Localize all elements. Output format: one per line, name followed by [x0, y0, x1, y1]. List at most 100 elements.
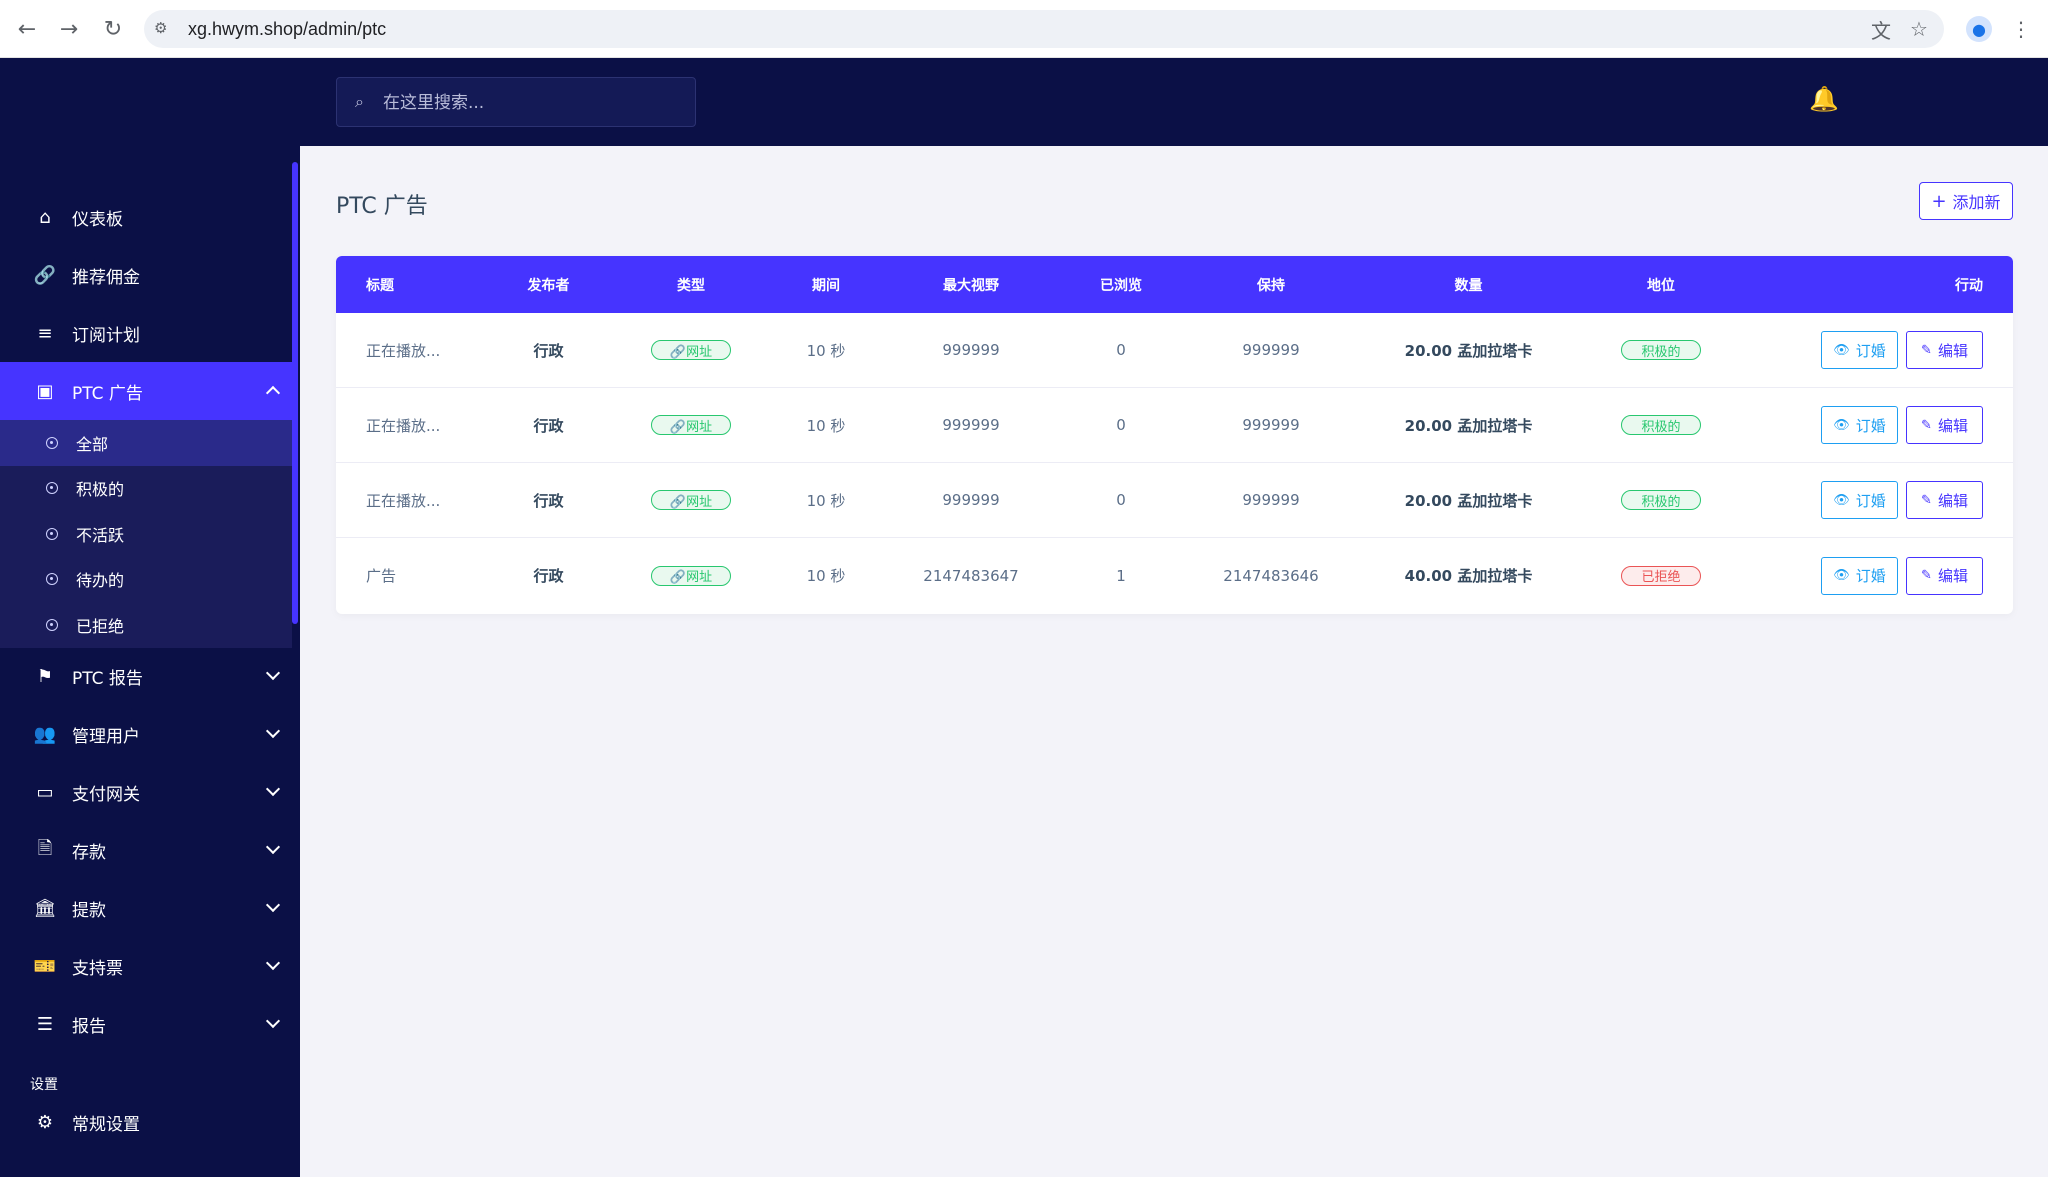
bell-icon[interactable]: 🔔: [1809, 85, 1839, 113]
sidebar-item-withdrawals[interactable]: 🏛 提款: [0, 880, 292, 938]
submenu-item-pending[interactable]: 待办的: [0, 557, 292, 603]
ad-max-views: 999999: [942, 416, 1000, 434]
sidebar-item-referral[interactable]: 🔗 推荐佣金: [0, 246, 292, 304]
sidebar-item-ptc-ads[interactable]: ▣ PTC 广告: [0, 362, 292, 420]
chevron-down-icon: [265, 1013, 281, 1028]
settings-icon: ⚙: [36, 1112, 54, 1133]
back-icon[interactable]: ←: [17, 16, 37, 42]
type-badge: 🔗网址: [651, 565, 731, 586]
ad-amount: 40.00 孟加拉塔卡: [1404, 567, 1533, 585]
profile-icon: ●: [1966, 16, 1992, 42]
view-button-label: 订婚: [1855, 491, 1886, 510]
search-input[interactable]: [383, 90, 683, 116]
site-info-icon[interactable]: ⚙: [154, 19, 168, 37]
view-button[interactable]: 👁 订婚: [1821, 481, 1898, 519]
browser-toolbar: ← → ↻ ⚙ xg.hwym.shop/admin/ptc 文 ☆ ● ⋮: [0, 0, 2048, 58]
ptc-ads-submenu: 全部 积极的 不活跃 待办的 已拒绝: [0, 420, 292, 648]
page-title: PTC 广告: [336, 194, 428, 219]
column-header: 发布者: [527, 277, 570, 294]
sidebar-item-support[interactable]: 🎫 支持票: [0, 938, 292, 996]
status-badge: 积极的: [1621, 340, 1701, 360]
add-new-label: 添加新: [1952, 193, 2001, 212]
logo[interactable]: [0, 58, 300, 158]
edit-button[interactable]: ✎ 编辑: [1906, 556, 1983, 595]
sidebar-item-reports[interactable]: ☰ 报告: [0, 996, 292, 1054]
submenu-item-all[interactable]: 全部: [0, 420, 292, 466]
translate-icon[interactable]: 文: [1871, 18, 1891, 43]
add-new-button[interactable]: + 添加新: [1919, 182, 2013, 220]
view-button[interactable]: 👁 订婚: [1821, 331, 1898, 369]
table-header: 标题 发布者 类型 期间 最大视野 已浏览 保持 数量 地位 行动: [336, 256, 2013, 313]
circle-dot-icon: [46, 573, 58, 586]
ad-remain: 999999: [1242, 341, 1300, 359]
sidebar-item-dashboard[interactable]: ⌂ 仪表板: [0, 188, 292, 246]
edit-button[interactable]: ✎ 编辑: [1906, 331, 1983, 369]
status-badge: 积极的: [1621, 415, 1701, 435]
search-box[interactable]: ⌕: [336, 77, 696, 127]
ad-title: 正在播放...: [366, 416, 441, 435]
submenu-item-label: 全部: [76, 434, 109, 454]
ad-duration: 10 秒: [806, 341, 846, 360]
sidebar-scrollbar[interactable]: [292, 162, 298, 624]
view-button[interactable]: 👁 订婚: [1821, 406, 1898, 444]
ad-duration: 10 秒: [806, 567, 846, 585]
column-header: 地位: [1647, 277, 1675, 294]
pencil-icon: ✎: [1921, 417, 1932, 433]
bookmark-star-icon[interactable]: ☆: [1910, 17, 1928, 41]
status-badge: 已拒绝: [1621, 565, 1701, 586]
chevron-down-icon: [265, 781, 281, 796]
ticket-icon: 🎫: [33, 956, 57, 977]
edit-button-label: 编辑: [1937, 416, 1968, 435]
profile-button[interactable]: ●: [1964, 14, 1994, 44]
sidebar-item-label: 订阅计划: [72, 325, 140, 346]
type-badge: 🔗网址: [651, 340, 731, 360]
ad-amount: 20.00 孟加拉塔卡: [1404, 416, 1533, 435]
chevron-down-icon: [265, 955, 281, 970]
pencil-icon: ✎: [1921, 342, 1932, 358]
submenu-item-inactive[interactable]: 不活跃: [0, 511, 292, 557]
chevron-down-icon: [265, 839, 281, 854]
sidebar-item-general-settings[interactable]: ⚙ 常规设置: [0, 1094, 292, 1152]
submenu-item-label: 已拒绝: [76, 616, 125, 636]
list-ul-icon: ☰: [36, 1014, 54, 1035]
url-text[interactable]: xg.hwym.shop/admin/ptc: [188, 19, 387, 39]
main-content: PTC 广告 + 添加新 标题 发布者 类型 期间 最大视野 已浏览 保持 数量…: [300, 146, 2048, 1177]
sidebar-item-ptc-report[interactable]: ⚑ PTC 报告: [0, 648, 292, 706]
sidebar-item-deposits[interactable]: 🗎 存款: [0, 822, 292, 880]
ad-title: 正在播放...: [366, 491, 441, 510]
circle-dot-icon: [46, 482, 58, 495]
circle-dot-icon: [46, 527, 58, 540]
edit-button[interactable]: ✎ 编辑: [1906, 481, 1983, 519]
ad-title: 广告: [366, 567, 397, 585]
edit-button[interactable]: ✎ 编辑: [1906, 406, 1983, 444]
submenu-item-rejected[interactable]: 已拒绝: [0, 602, 292, 648]
edit-button-label: 编辑: [1937, 341, 1968, 360]
eye-icon: 👁: [1833, 342, 1850, 358]
sidebar-menu: ⌂ 仪表板 🔗 推荐佣金 ≡ 订阅计划 ▣ PTC 广告 全部 积极的: [0, 188, 292, 1152]
invoice-icon: 🗎: [37, 837, 53, 859]
sidebar-item-users[interactable]: 👥 管理用户: [0, 706, 292, 764]
link-icon: 🔗: [33, 264, 57, 286]
sidebar-item-label: 支付网关: [72, 785, 140, 805]
sidebar-item-gateways[interactable]: ▭ 支付网关: [0, 764, 292, 822]
ad-max-views: 999999: [942, 491, 1000, 509]
column-header: 期间: [812, 277, 840, 294]
reload-icon[interactable]: ↻: [103, 16, 123, 42]
flag-icon: ⚑: [36, 666, 54, 687]
ad-viewed: 0: [1116, 341, 1126, 359]
sidebar-item-plans[interactable]: ≡ 订阅计划: [0, 304, 292, 362]
browser-menu-icon[interactable]: ⋮: [2011, 17, 2031, 41]
address-bar[interactable]: ⚙ xg.hwym.shop/admin/ptc: [144, 10, 1944, 48]
sidebar-item-label: 仪表板: [72, 209, 123, 230]
view-button[interactable]: 👁 订婚: [1821, 556, 1898, 595]
users-icon: 👥: [33, 724, 57, 745]
edit-button-label: 编辑: [1937, 567, 1968, 585]
ad-publisher: 行政: [533, 416, 564, 435]
forward-icon[interactable]: →: [59, 16, 79, 42]
submenu-item-active[interactable]: 积极的: [0, 466, 292, 512]
chevron-down-icon: [265, 723, 281, 738]
ad-viewed: 1: [1116, 566, 1126, 585]
submenu-item-label: 积极的: [76, 480, 125, 500]
submenu-item-label: 待办的: [76, 571, 125, 591]
type-badge: 🔗网址: [651, 415, 731, 435]
